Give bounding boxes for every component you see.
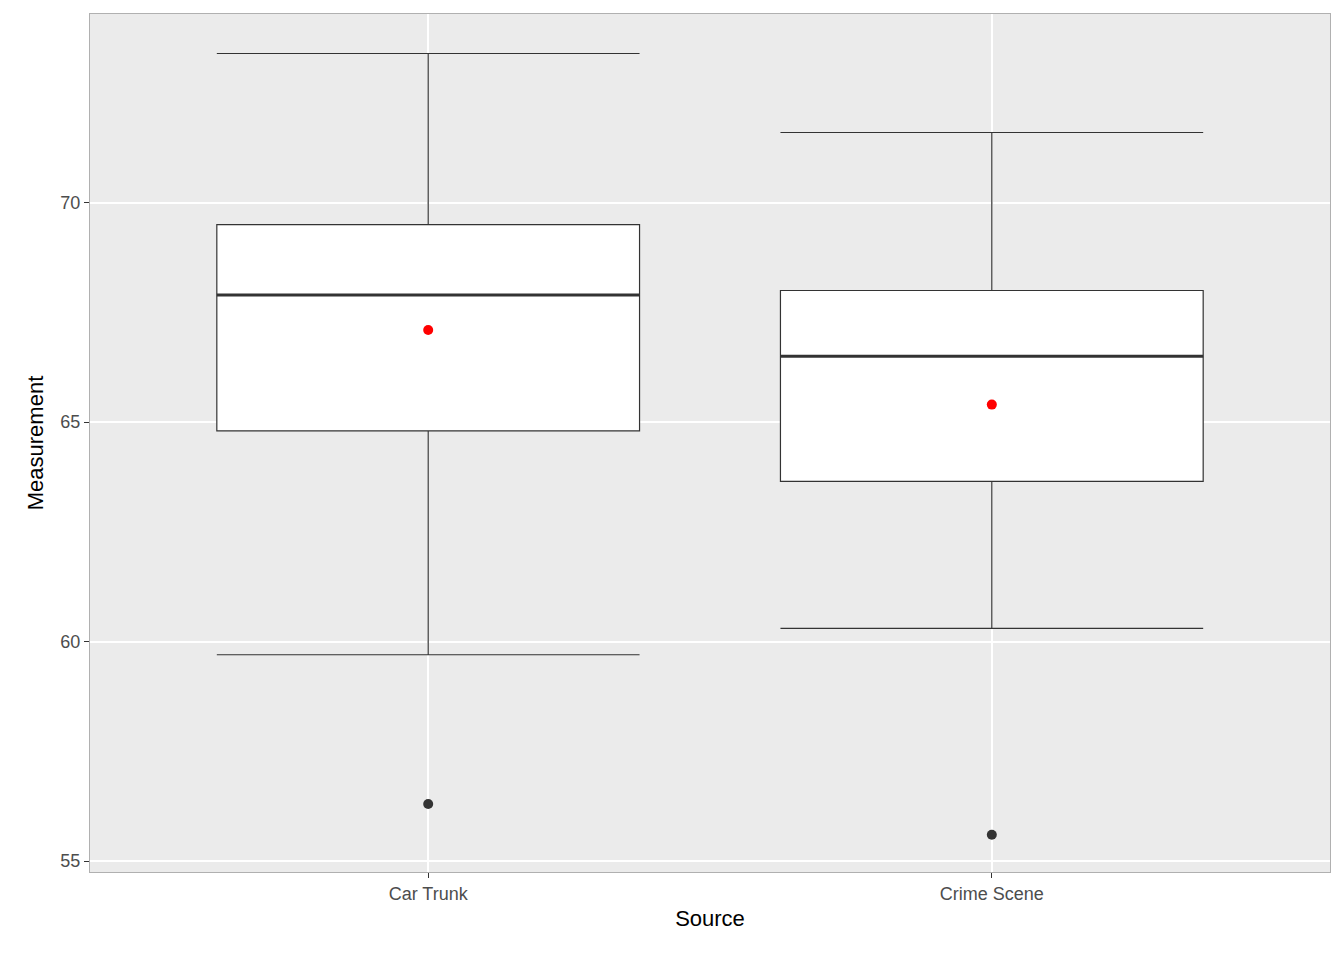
- svg-text:Measurement: Measurement: [23, 376, 48, 511]
- svg-text:Crime Scene: Crime Scene: [940, 884, 1044, 904]
- svg-text:Car Trunk: Car Trunk: [389, 884, 469, 904]
- svg-text:55: 55: [60, 851, 80, 871]
- svg-text:Source: Source: [675, 906, 745, 931]
- svg-text:70: 70: [60, 193, 80, 213]
- svg-text:60: 60: [60, 632, 80, 652]
- svg-text:65: 65: [60, 412, 80, 432]
